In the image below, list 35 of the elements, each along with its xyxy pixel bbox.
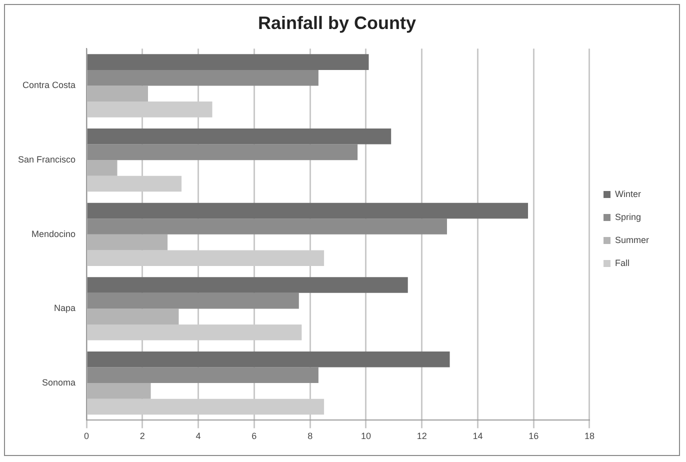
legend-label: Winter (614, 188, 642, 199)
x-tick-label: 12 (416, 431, 427, 442)
legend-label: Spring (614, 212, 642, 222)
y-tick-label: Sonoma (42, 378, 76, 388)
bar (87, 234, 168, 250)
bar (87, 367, 318, 384)
bar (87, 54, 369, 70)
y-tick-label: Mendocino (31, 228, 76, 239)
x-tick-label: 2 (140, 431, 145, 442)
x-tick-label: 18 (584, 431, 595, 442)
bar (87, 70, 318, 86)
x-tick-label: 10 (360, 431, 371, 442)
bar (87, 383, 151, 399)
legend-label: Fall (614, 258, 630, 268)
bar (87, 202, 528, 219)
bar (87, 351, 450, 368)
chart-title: Rainfall by County (258, 12, 416, 33)
x-tick-label: 16 (528, 431, 539, 442)
bar (87, 160, 118, 176)
x-tick-label: 14 (472, 431, 483, 442)
x-tick-label: 6 (252, 431, 257, 442)
bar (87, 144, 358, 160)
y-tick-label: San Francisco (18, 154, 76, 165)
bar (87, 218, 447, 234)
x-tick-label: 4 (196, 431, 201, 442)
x-tick-label: 8 (308, 431, 313, 442)
bar (87, 128, 392, 144)
bar (87, 308, 179, 325)
x-tick-label: 0 (84, 431, 90, 442)
y-tick-label: Contra Costa (22, 80, 76, 90)
y-tick-label: Napa (54, 303, 76, 314)
legend-label: Summer (614, 234, 650, 245)
bar (87, 277, 408, 293)
bar (87, 292, 299, 309)
bar (87, 86, 148, 102)
